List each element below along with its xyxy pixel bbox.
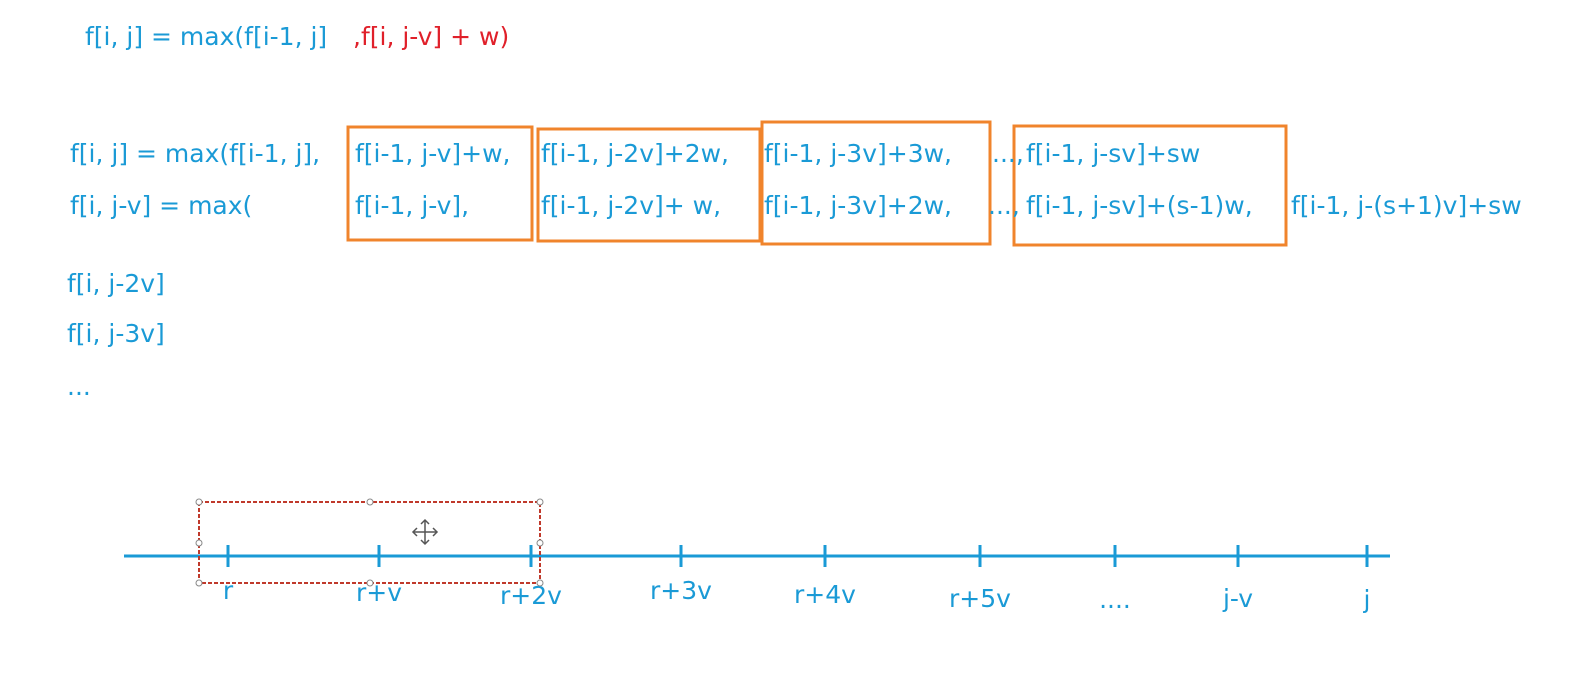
line: ... <box>67 372 91 401</box>
formula-blue: f[i, j] = max(f[i-1, j] <box>85 22 327 51</box>
selection-handles <box>195 498 544 587</box>
term: f[i-1, j-v], <box>355 191 469 220</box>
tick-label: r+2v <box>500 581 562 610</box>
tick-label: .... <box>1099 585 1131 614</box>
term: f[i-1, j-(s+1)v]+sw <box>1291 191 1522 220</box>
term: f[i-1, j-2v]+ w, <box>541 191 721 220</box>
tick-label: j <box>1363 585 1371 614</box>
highlight-box <box>760 120 992 246</box>
term: f[i-1, j-sv]+(s-1)w, <box>1026 191 1253 220</box>
tick-label: r+3v <box>650 576 712 605</box>
term: ..., <box>992 139 1024 168</box>
term: f[i-1, j-3v]+3w, <box>764 139 952 168</box>
tick-label: r <box>223 576 234 605</box>
term: f[i, j] = max(f[i-1, j], <box>70 139 320 168</box>
highlight-box <box>536 127 762 243</box>
tick-label: r+4v <box>794 580 856 609</box>
term: ..., <box>988 191 1020 220</box>
tick-label: j-v <box>1222 584 1253 613</box>
term: f[i-1, j-v]+w, <box>355 139 511 168</box>
move-cursor <box>411 518 439 546</box>
selection-box <box>198 501 541 584</box>
line: f[i, j-3v] <box>67 319 165 348</box>
highlight-box <box>1012 124 1288 247</box>
number-line-ticks: r r+v r+2v r+3v r+4v r+5v.... j-v j <box>223 545 1371 614</box>
highlight-box <box>346 125 534 242</box>
term: f[i, j-v] = max( <box>70 191 252 220</box>
line: f[i, j-2v] <box>67 269 165 298</box>
tick-label: r+5v <box>949 584 1011 613</box>
term: f[i-1, j-3v]+2w, <box>764 191 952 220</box>
term: f[i-1, j-sv]+sw <box>1026 139 1200 168</box>
term: f[i-1, j-2v]+2w, <box>541 139 729 168</box>
expansion: f[i, j] = max(f[i-1, j], f[i-1, j-v]+w, f[… <box>70 139 1522 220</box>
formula-red: ,f[i, j-v] + w) <box>353 22 509 51</box>
